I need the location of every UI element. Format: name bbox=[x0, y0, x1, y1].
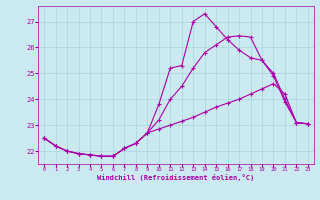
X-axis label: Windchill (Refroidissement éolien,°C): Windchill (Refroidissement éolien,°C) bbox=[97, 174, 255, 181]
